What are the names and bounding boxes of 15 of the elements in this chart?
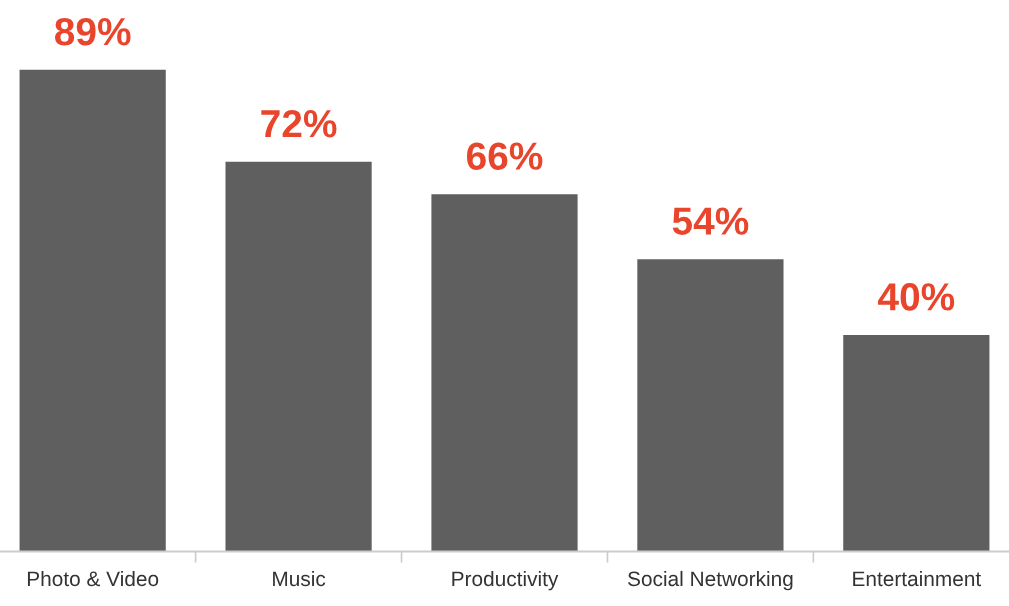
- x-tick-label: Music: [273, 570, 326, 587]
- data-label: 40%: [878, 283, 955, 311]
- data-label: 66%: [467, 142, 543, 170]
- x-tick-label: Social Networking: [628, 570, 793, 591]
- data-label: 72%: [261, 109, 337, 138]
- bar: [19, 69, 166, 552]
- bar: [225, 161, 372, 552]
- bar: [637, 259, 784, 552]
- x-tick-label: Entertainment: [853, 570, 982, 587]
- bar: [843, 335, 990, 552]
- x-tick-label: Productivity: [452, 570, 559, 591]
- data-label: 54%: [672, 207, 749, 235]
- data-label: 89%: [54, 17, 131, 46]
- x-tick-label: Photo & Video: [27, 570, 159, 587]
- bar: [431, 194, 578, 552]
